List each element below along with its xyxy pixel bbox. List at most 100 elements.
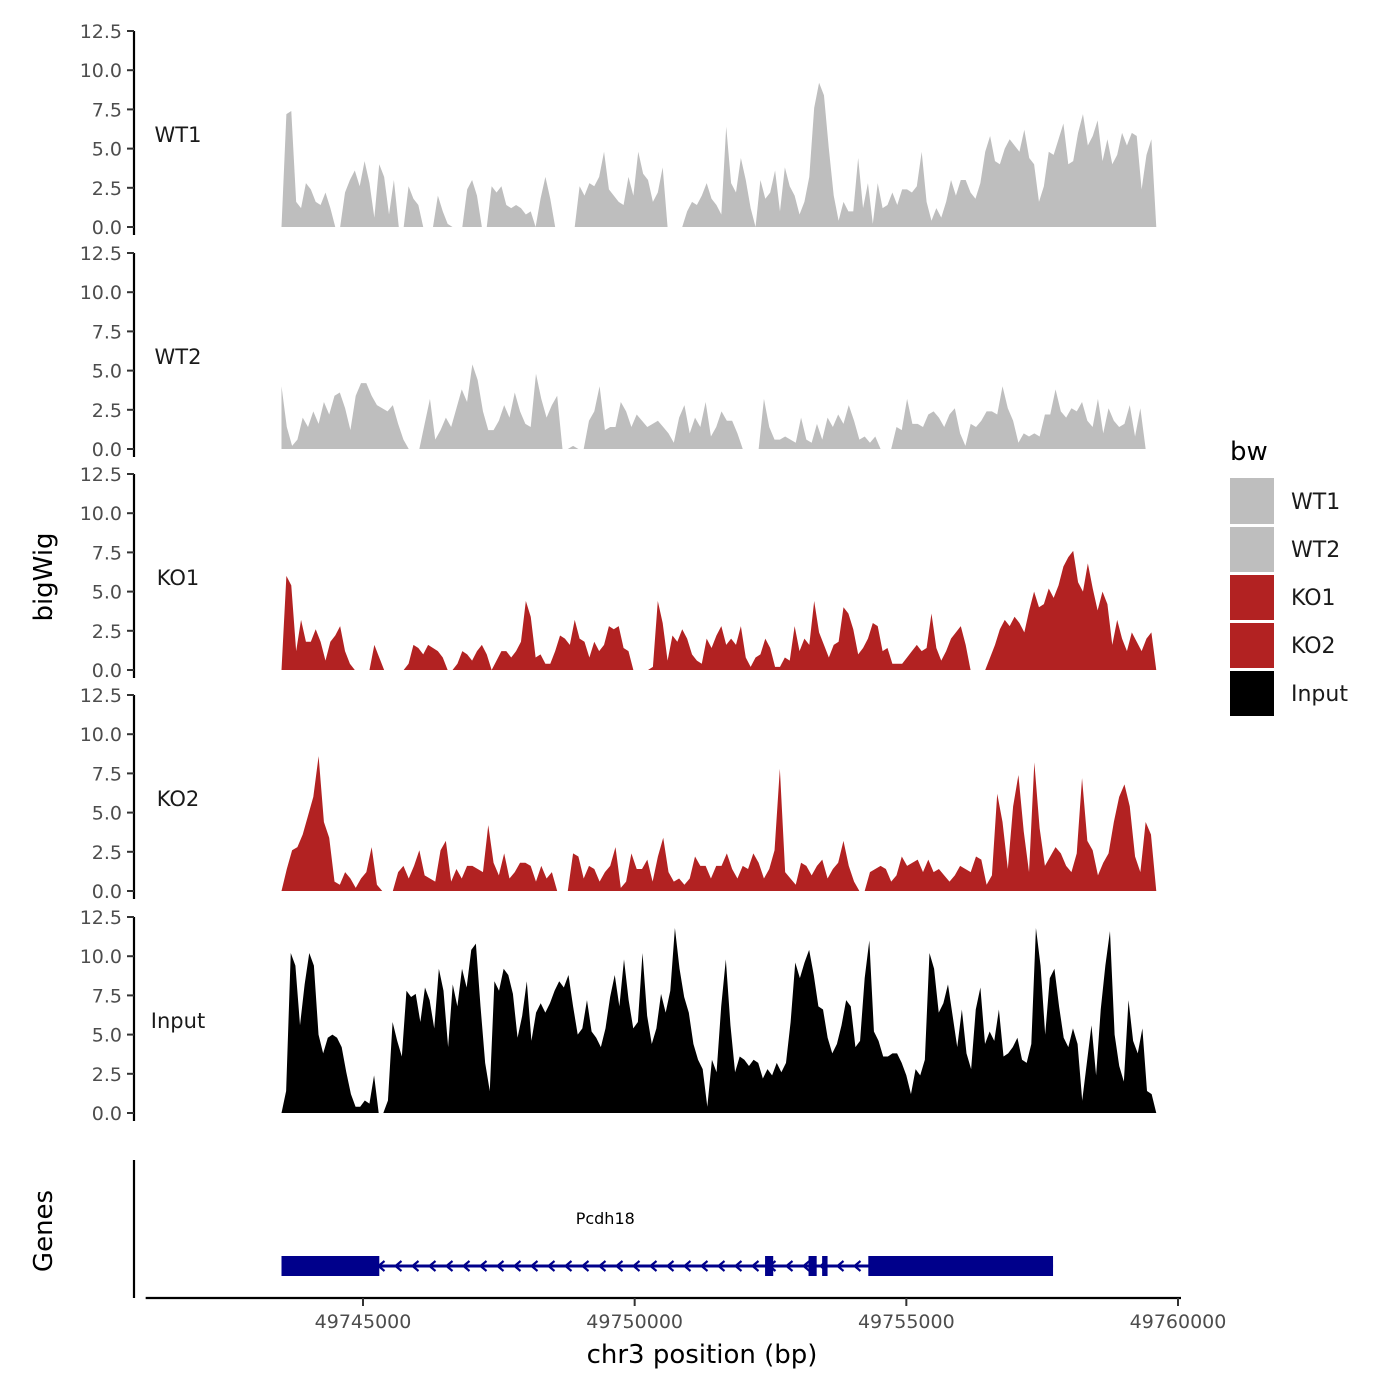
legend: bw WT1 WT2 KO1 KO2 Input (1230, 437, 1348, 716)
gene-label: Pcdh18 (576, 1209, 635, 1228)
area-ko1 (281, 550, 1157, 670)
track-ko1: 0.0 2.5 5.0 7.5 10.0 12.5 KO1 (80, 464, 1157, 682)
strand-arrow-20 (631, 1260, 641, 1272)
y-tick-label-wt1-2: 5.0 (92, 139, 122, 161)
y-tick-label-wt1-5: 12.5 (80, 21, 122, 43)
strand-arrow-30 (801, 1260, 811, 1272)
track-label-input: Input (151, 1009, 205, 1033)
y-tick-label-ko2-2: 5.0 (92, 803, 122, 825)
legend-key-ko2 (1230, 622, 1274, 668)
legend-key-ko1 (1230, 574, 1274, 620)
y-tick-label-ko2-5: 12.5 (80, 685, 122, 707)
area-input (281, 927, 1157, 1113)
exon-2 (808, 1256, 817, 1276)
y-tick-label-wt2-2: 5.0 (92, 361, 122, 383)
x-axis-title: chr3 position (bp) (587, 1340, 818, 1370)
y-tick-label-wt2-4: 10.0 (80, 282, 122, 304)
y-tick-label-ko1-0: 0.0 (92, 660, 122, 682)
exon-0 (281, 1256, 380, 1276)
legend-label-ko2: KO2 (1291, 634, 1336, 659)
strand-arrow-11 (478, 1260, 488, 1272)
y-tick-label-ko2-1: 2.5 (92, 842, 122, 864)
exon-4 (868, 1256, 1054, 1276)
strand-arrow-6 (393, 1260, 403, 1272)
y-tick-label-input-2: 5.0 (92, 1025, 122, 1047)
strand-arrow-22 (665, 1260, 675, 1272)
strand-arrow-25 (716, 1260, 726, 1272)
strand-arrow-7 (410, 1260, 420, 1272)
y-tick-label-ko1-4: 10.0 (80, 503, 122, 525)
y-tick-label-input-1: 2.5 (92, 1064, 122, 1086)
legend-title: bw (1230, 437, 1268, 467)
y-axis-title: bigWig (29, 532, 59, 621)
legend-separator-4 (1230, 669, 1274, 671)
strand-arrow-13 (512, 1260, 522, 1272)
tracks-layer: 0.0 2.5 5.0 7.5 10.0 12.5 WT1 0.0 2.5 5.0 7.5 10.0 1… (80, 21, 1157, 1125)
y-tick-label-ko1-3: 7.5 (92, 542, 122, 564)
y-tick-label-wt2-1: 2.5 (92, 400, 122, 422)
y-tick-label-ko1-1: 2.5 (92, 621, 122, 643)
strand-arrow-23 (682, 1260, 692, 1272)
track-label-wt1: WT1 (155, 123, 202, 147)
strand-arrow-24 (699, 1260, 709, 1272)
y-tick-label-wt2-5: 12.5 (80, 243, 122, 265)
y-tick-label-ko2-0: 0.0 (92, 881, 122, 903)
y-tick-label-ko1-5: 12.5 (80, 464, 122, 486)
y-tick-label-wt1-3: 7.5 (92, 99, 122, 121)
strand-arrow-19 (614, 1260, 624, 1272)
y-tick-label-input-0: 0.0 (92, 1103, 122, 1125)
legend-separator-3 (1230, 621, 1274, 623)
y-tick-label-wt1-4: 10.0 (80, 60, 122, 82)
strand-arrow-14 (529, 1260, 539, 1272)
legend-label-wt1: WT1 (1291, 490, 1340, 515)
track-ko2: 0.0 2.5 5.0 7.5 10.0 12.5 KO2 (80, 685, 1157, 903)
track-wt2: 0.0 2.5 5.0 7.5 10.0 12.5 WT2 (80, 243, 1157, 461)
track-label-ko1: KO1 (157, 566, 200, 590)
gene-track: Pcdh18 (132, 1160, 1054, 1298)
y-tick-label-ko1-2: 5.0 (92, 582, 122, 604)
exon-1 (765, 1256, 774, 1276)
y-tick-label-wt1-0: 0.0 (92, 217, 122, 239)
x-tick-label-0: 49745000 (315, 1311, 412, 1333)
area-wt1 (281, 82, 1157, 228)
legend-separator-1 (1230, 525, 1274, 527)
strand-arrow-32 (835, 1260, 845, 1272)
y-tick-label-wt1-1: 2.5 (92, 178, 122, 200)
legend-key-wt1 (1230, 478, 1274, 524)
legend-key-wt2 (1230, 526, 1274, 572)
strand-arrow-8 (427, 1260, 437, 1272)
strand-arrow-16 (563, 1260, 573, 1272)
y-tick-label-ko2-3: 7.5 (92, 763, 122, 785)
x-axis: 49745000 49750000 49755000 49760000 (145, 1296, 1226, 1333)
track-label-ko2: KO2 (157, 787, 200, 811)
legend-key-input (1230, 670, 1274, 716)
y-tick-label-input-5: 12.5 (80, 907, 122, 929)
strand-arrow-18 (597, 1260, 607, 1272)
strand-arrow-9 (444, 1260, 454, 1272)
y-tick-label-ko2-4: 10.0 (80, 724, 122, 746)
x-tick-label-2: 49755000 (858, 1311, 955, 1333)
track-wt1: 0.0 2.5 5.0 7.5 10.0 12.5 WT1 (80, 21, 1157, 239)
legend-label-input: Input (1291, 682, 1348, 707)
strand-arrow-12 (495, 1260, 505, 1272)
legend-label-wt2: WT2 (1291, 538, 1340, 563)
area-wt2 (281, 364, 1157, 449)
strand-arrow-29 (784, 1260, 794, 1272)
exon-3 (822, 1256, 828, 1276)
legend-label-ko1: KO1 (1291, 586, 1336, 611)
x-tick-label-1: 49750000 (586, 1311, 683, 1333)
legend-separator-2 (1230, 573, 1274, 575)
y-tick-label-wt2-0: 0.0 (92, 439, 122, 461)
area-ko2 (281, 756, 1157, 891)
track-input: 0.0 2.5 5.0 7.5 10.0 12.5 Input (80, 907, 1157, 1125)
gene-axis-title: Genes (29, 1190, 59, 1272)
strand-arrow-17 (580, 1260, 590, 1272)
track-label-wt2: WT2 (155, 345, 202, 369)
y-tick-label-input-4: 10.0 (80, 946, 122, 968)
strand-arrow-27 (750, 1260, 760, 1272)
y-tick-label-wt2-3: 7.5 (92, 321, 122, 343)
y-tick-label-input-3: 7.5 (92, 985, 122, 1007)
strand-arrow-21 (648, 1260, 658, 1272)
